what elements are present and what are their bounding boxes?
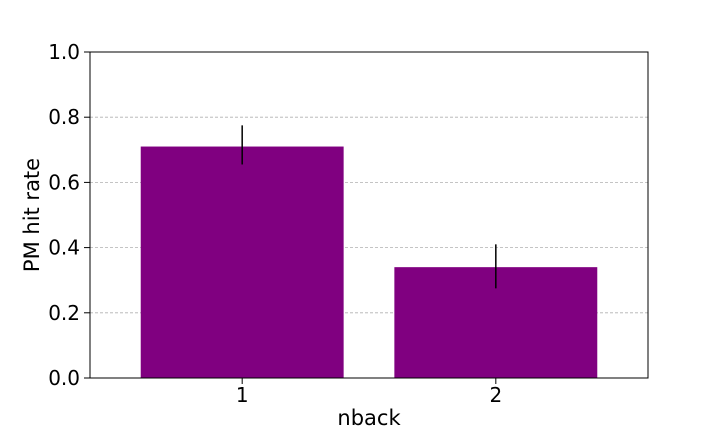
bar-nback-1 — [140, 146, 344, 378]
y-tick-label: 0.8 — [48, 105, 80, 129]
y-tick-label: 1.0 — [48, 40, 80, 64]
y-tick-label: 0.0 — [48, 366, 80, 390]
y-tick-label: 0.2 — [48, 301, 80, 325]
y-axis-label: PM hit rate — [20, 158, 44, 272]
y-tick-label: 0.6 — [48, 170, 80, 194]
bars — [140, 146, 598, 378]
y-ticks: 0.0 0.2 0.4 0.6 0.8 1.0 — [48, 40, 90, 390]
plot-frame — [89, 51, 649, 379]
y-tick-label: 0.4 — [48, 236, 80, 260]
x-tick-label: 2 — [489, 383, 502, 407]
error-bars — [241, 125, 497, 289]
x-axis-label: nback — [337, 406, 401, 430]
x-tick-label: 1 — [236, 383, 249, 407]
